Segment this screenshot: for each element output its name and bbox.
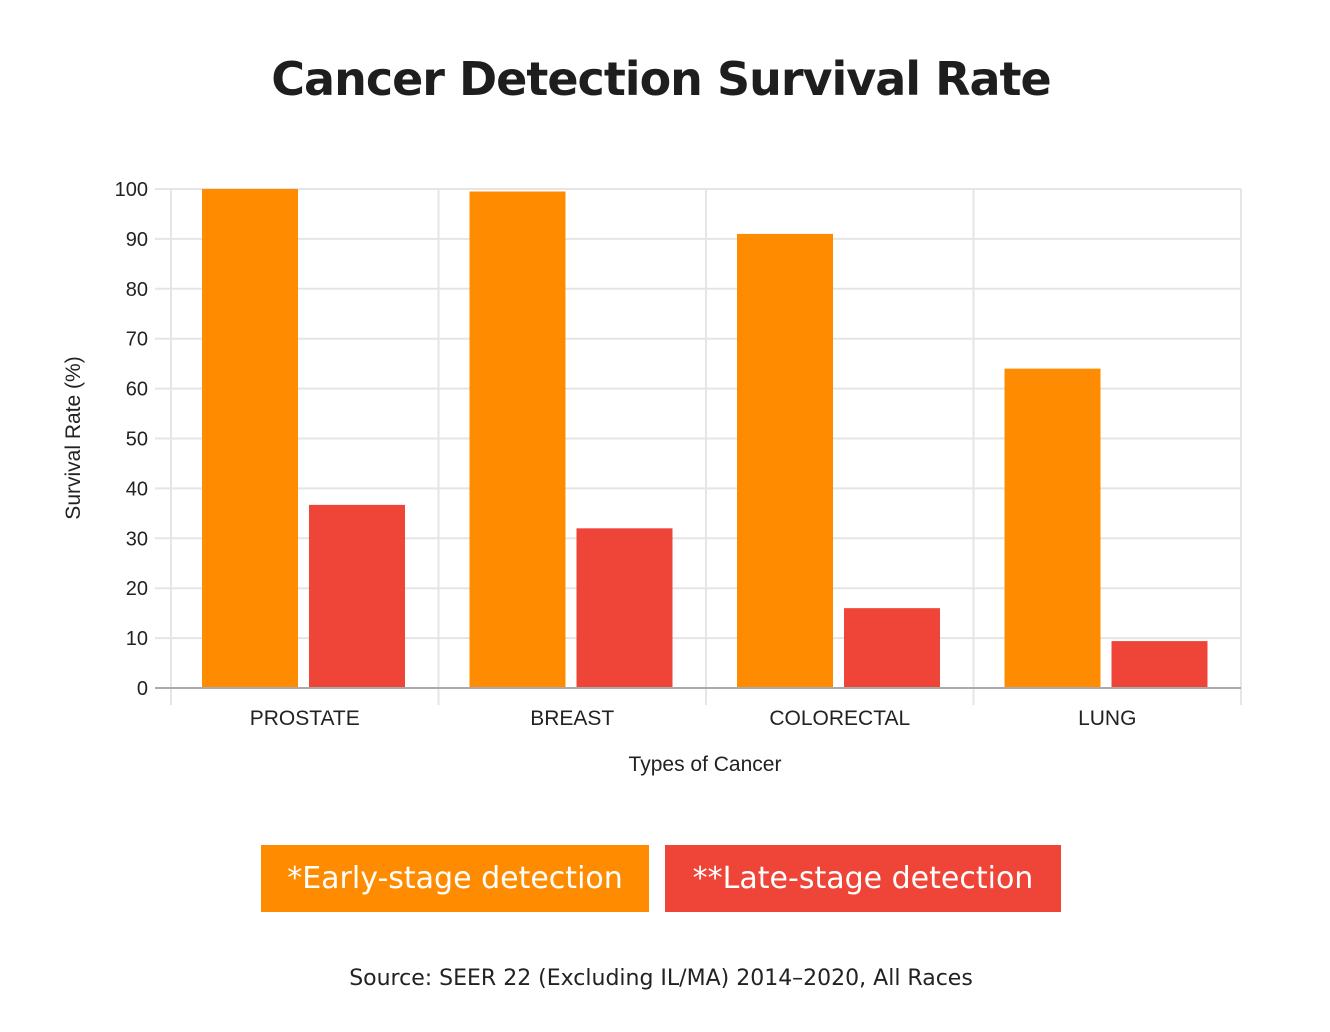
x-tick-label: COLORECTAL	[769, 707, 910, 730]
y-tick-label: 80	[126, 279, 148, 301]
y-tick-label: 30	[126, 528, 148, 550]
y-tick-label: 10	[126, 628, 148, 650]
chart-title: Cancer Detection Survival Rate	[271, 52, 1051, 106]
legend-late-label: **Late-stage detection	[692, 861, 1034, 896]
legend-late-stage: **Late-stage detection	[665, 845, 1061, 912]
source-note: Source: SEER 22 (Excluding IL/MA) 2014–2…	[349, 966, 973, 991]
bar-early-prostate	[202, 189, 298, 688]
bar-late-breast	[576, 528, 673, 688]
x-tick-label: PROSTATE	[250, 707, 360, 730]
x-axis-label: Types of Cancer	[629, 753, 782, 776]
bar-early-lung	[1004, 368, 1101, 688]
bar-early-colorectal	[737, 233, 833, 688]
bar-late-prostate	[309, 504, 405, 688]
x-axis-categories: PROSTATE BREAST COLORECTAL LUNG	[250, 707, 1137, 730]
bar-chart: 0 10 20 30 40 50 60 70 80 90 100 PROSTATE BREAST COL…	[62, 179, 1242, 776]
x-tick-label: LUNG	[1078, 707, 1136, 730]
bar-late-lung	[1111, 641, 1208, 688]
y-tick-label: 0	[137, 678, 148, 700]
y-tick-label: 70	[126, 329, 148, 351]
legend-early-stage: *Early-stage detection	[261, 845, 649, 912]
legend-early-label: *Early-stage detection	[287, 861, 623, 896]
y-tick-label: 60	[126, 379, 148, 401]
bar-late-colorectal	[844, 608, 940, 688]
y-tick-label: 50	[126, 429, 148, 451]
y-tick-label: 40	[126, 478, 148, 500]
y-tick-label: 20	[126, 578, 148, 600]
y-tick-label: 100	[115, 179, 148, 201]
bars	[202, 189, 1208, 688]
y-tick-label: 90	[126, 229, 148, 251]
y-axis-label: Survival Rate (%)	[62, 356, 85, 519]
bar-early-breast	[469, 191, 566, 688]
y-axis-ticks: 0 10 20 30 40 50 60 70 80 90 100	[115, 179, 148, 700]
x-tick-label: BREAST	[530, 707, 614, 730]
